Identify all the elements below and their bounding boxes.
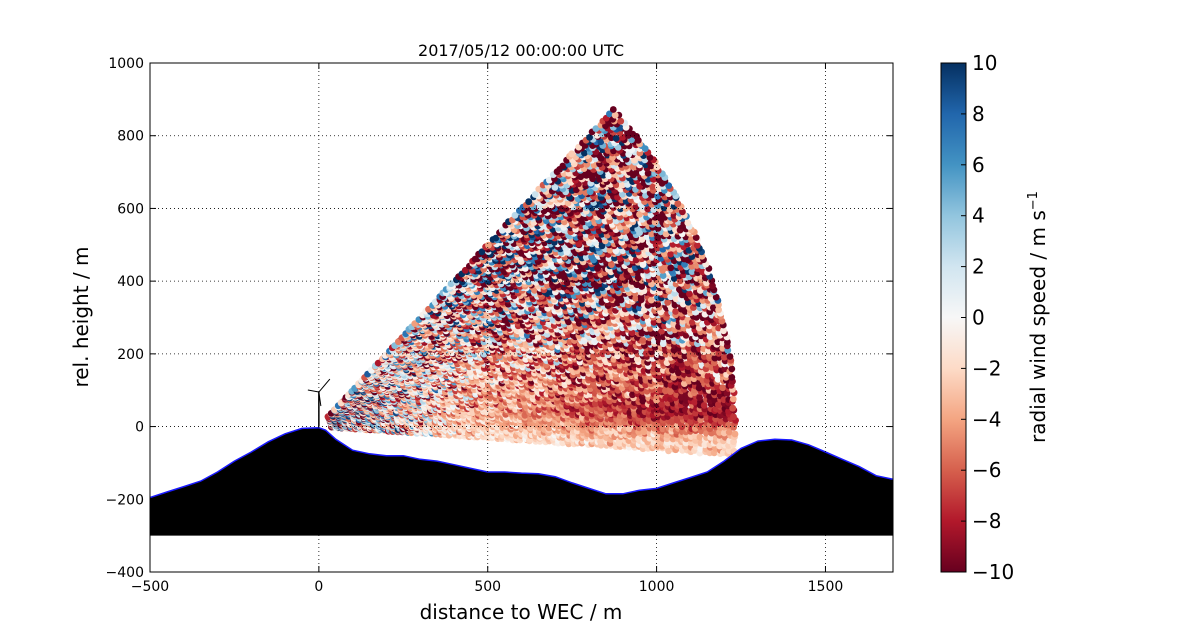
plot-area: −500 0 500 1000 1500−400−2000200400600800100…	[106, 56, 894, 595]
scan-field	[324, 106, 739, 457]
plot-clip-group	[150, 106, 893, 536]
